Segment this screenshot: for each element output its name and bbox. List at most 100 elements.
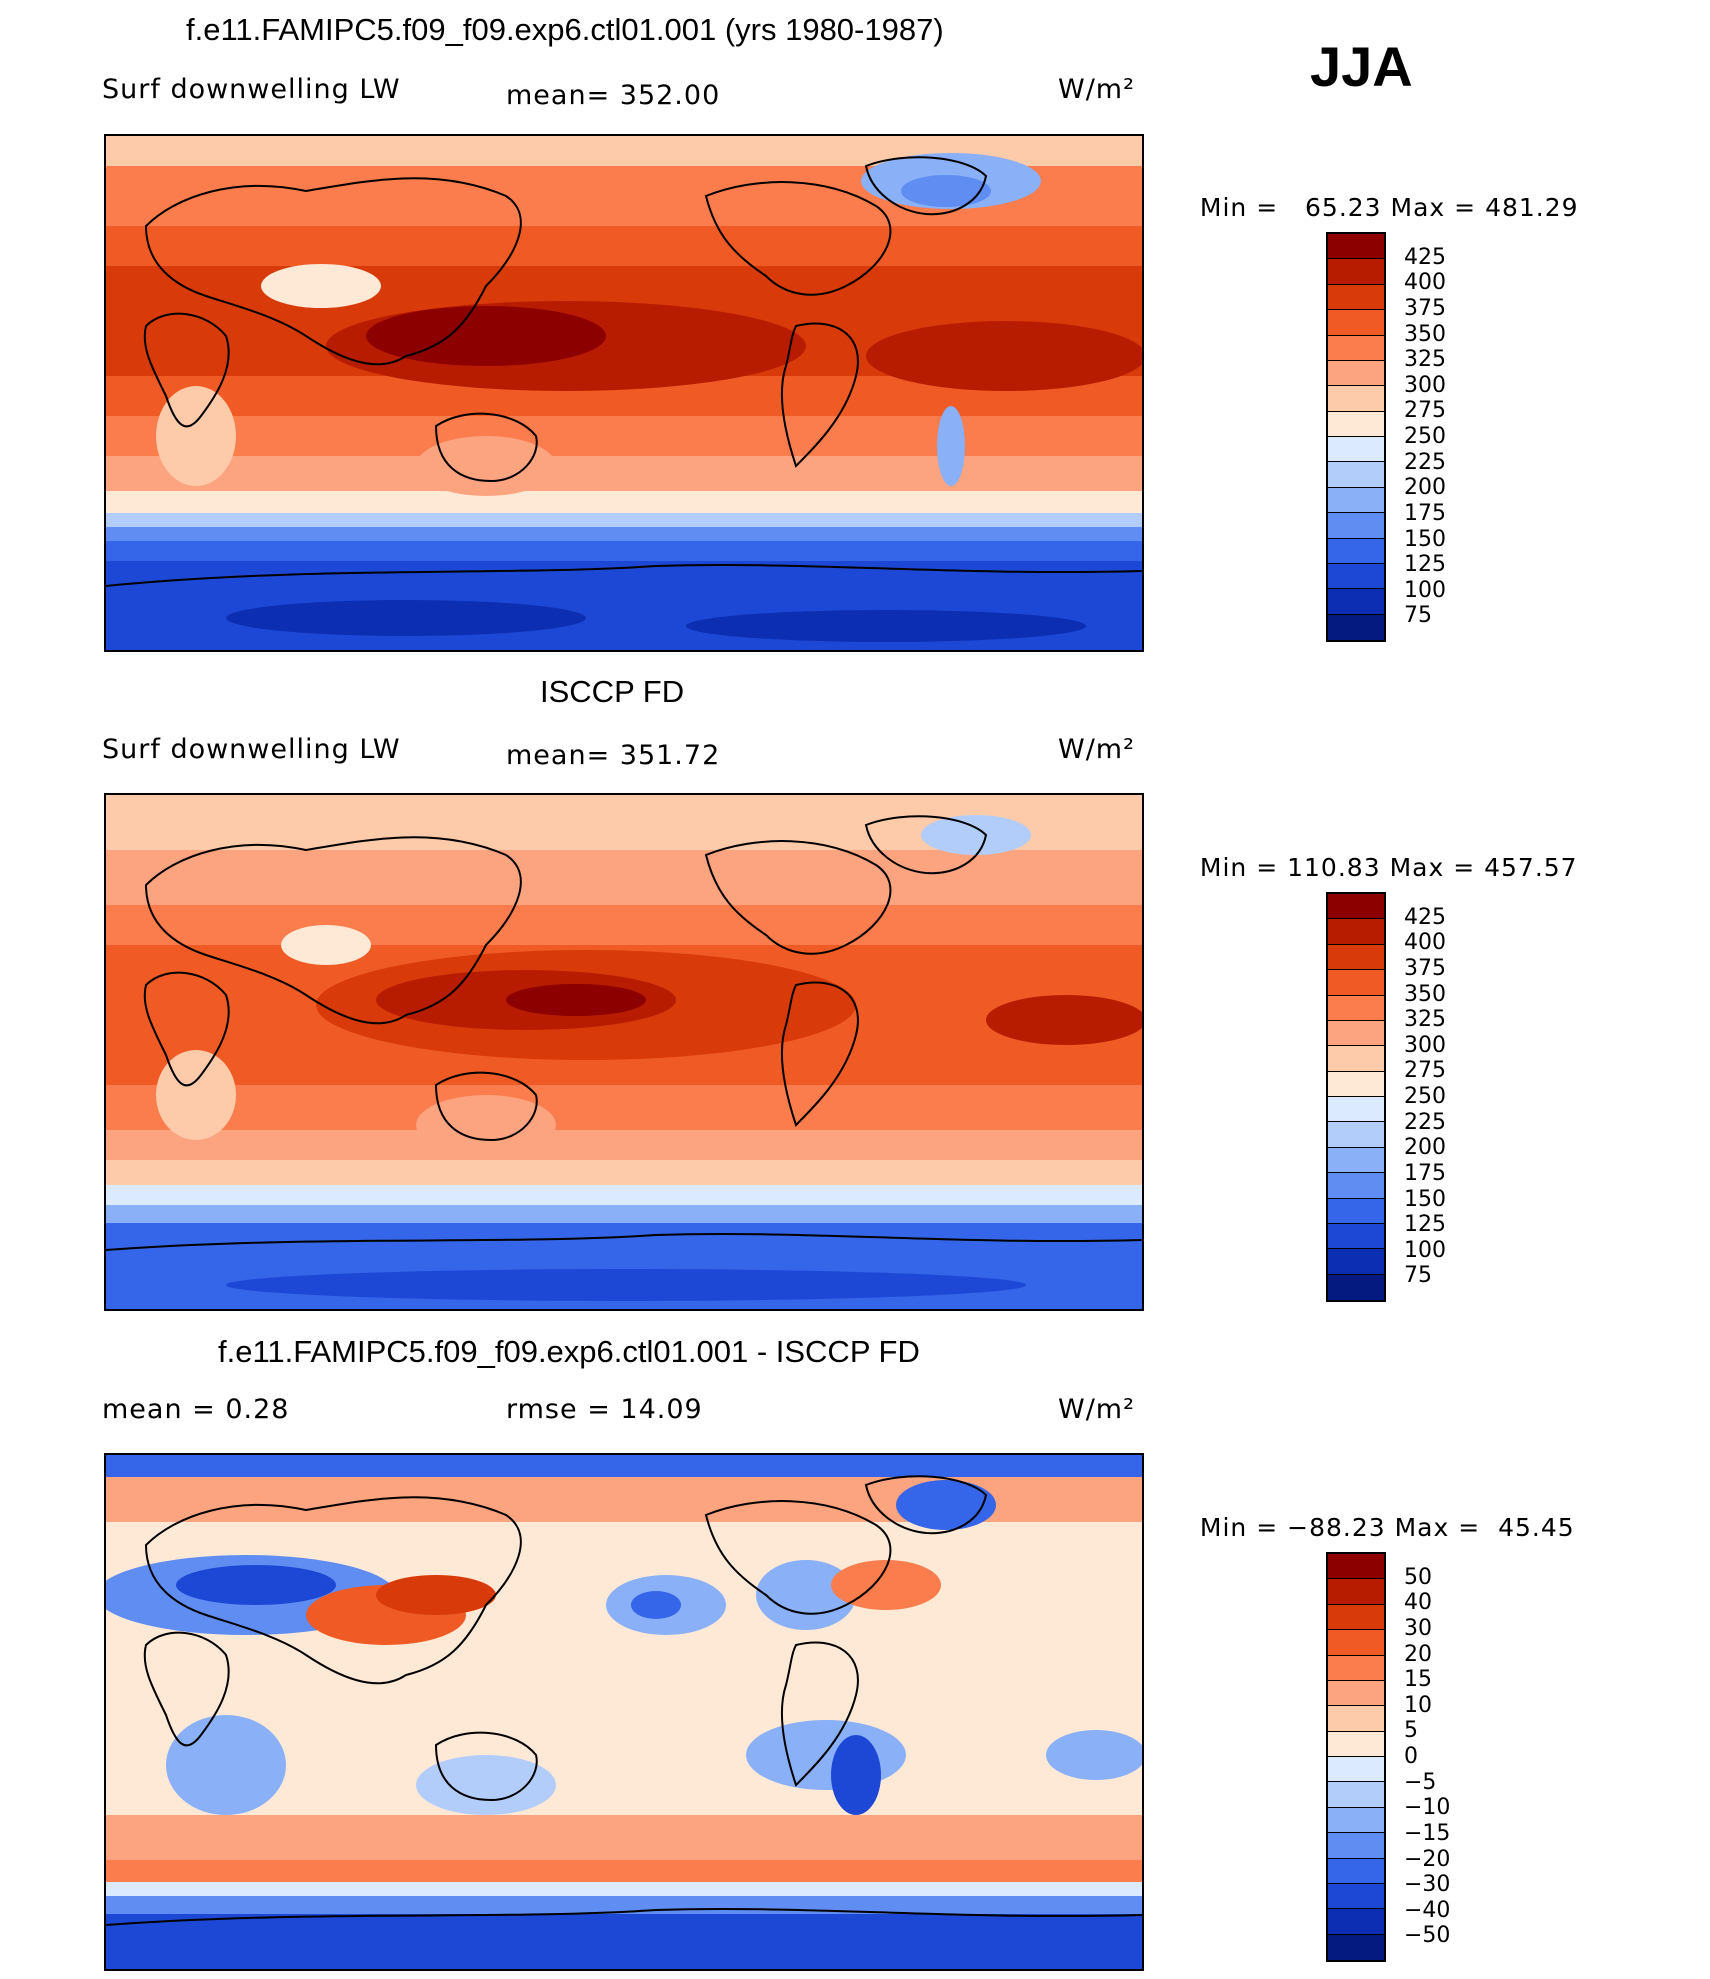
colorbar-tick-label: −50 [1404, 1923, 1451, 1949]
colorbar-swatch [1328, 234, 1384, 260]
panel3-max-label: Max = [1394, 1513, 1481, 1542]
colorbar-swatch [1328, 1833, 1384, 1859]
panel2-min-label: Min = [1199, 853, 1279, 882]
panel3-min-label: Min = [1199, 1513, 1279, 1542]
colorbar-tick-label: 425 [1404, 904, 1446, 930]
colorbar-swatch [1328, 1858, 1384, 1884]
colorbar-swatch [1328, 1071, 1384, 1097]
colorbar-swatch [1328, 1147, 1384, 1174]
panel3-min-value: −88.23 [1287, 1513, 1386, 1542]
colorbar-tick-label: −40 [1404, 1897, 1451, 1923]
colorbar-swatch [1328, 1630, 1384, 1656]
colorbar-swatch [1328, 1122, 1384, 1148]
colorbar-swatch [1328, 919, 1384, 945]
colorbar-swatch [1328, 487, 1384, 514]
colorbar-swatch [1328, 1782, 1384, 1808]
colorbar-swatch [1328, 970, 1384, 996]
panel1-max-label: Max = [1390, 193, 1477, 222]
panel1-min-value: 65.23 [1305, 193, 1382, 222]
colorbar-tick-label: 400 [1404, 270, 1446, 296]
colorbar-tick-label: 20 [1404, 1641, 1432, 1667]
colorbar-swatch [1328, 589, 1384, 615]
colorbar-tick-label: −10 [1404, 1795, 1451, 1821]
colorbar-tick-label: −15 [1404, 1820, 1451, 1846]
panel1-units: W/m² [1058, 74, 1135, 105]
panel1-min-label: Min = [1199, 193, 1279, 222]
colorbar-swatch [1328, 1604, 1384, 1631]
colorbar-tick-label: 10 [1404, 1692, 1432, 1718]
colorbar-tick-label: 200 [1404, 1135, 1446, 1161]
panel1-variable-label: Surf downwelling LW [102, 74, 401, 105]
colorbar-swatch [1328, 1198, 1384, 1224]
colorbar-tick-label: 150 [1404, 526, 1446, 552]
colorbar-tick-label: 350 [1404, 981, 1446, 1007]
colorbar-tick-label: 200 [1404, 475, 1446, 501]
panel3-colorbar [1326, 1552, 1386, 1962]
colorbar-swatch [1328, 1223, 1384, 1250]
colorbar-swatch [1328, 1554, 1384, 1580]
panel2-minmax: Min = 110.83 Max = 457.57 [1182, 824, 1578, 882]
colorbar-tick-label: 250 [1404, 424, 1446, 449]
colorbar-swatch [1328, 1097, 1384, 1123]
colorbar-tick-label: 15 [1404, 1667, 1432, 1693]
panel3-title: f.e11.FAMIPC5.f09_f09.exp6.ctl01.001 - I… [218, 1334, 920, 1369]
panel1-colorbar [1326, 232, 1386, 642]
colorbar-swatch [1328, 284, 1384, 311]
colorbar-swatch [1328, 1249, 1384, 1275]
colorbar-tick-label: 350 [1404, 321, 1446, 347]
colorbar-tick-label: 5 [1404, 1718, 1418, 1744]
colorbar-tick-label: 375 [1404, 955, 1446, 981]
colorbar-tick-label: −30 [1404, 1872, 1451, 1898]
colorbar-swatch [1328, 1680, 1384, 1707]
colorbar-swatch [1328, 1274, 1384, 1300]
colorbar-swatch [1328, 1706, 1384, 1732]
colorbar-tick-label: 50 [1404, 1564, 1432, 1590]
panel2-variable-label: Surf downwelling LW [102, 734, 401, 765]
colorbar-swatch [1328, 1909, 1384, 1935]
colorbar-tick-label: 250 [1404, 1084, 1446, 1109]
colorbar-swatch [1328, 360, 1384, 387]
panel2-min-value: 110.83 [1287, 853, 1381, 882]
colorbar-tick-label: 425 [1404, 244, 1446, 270]
colorbar-tick-label: 275 [1404, 398, 1446, 424]
colorbar-swatch [1328, 1655, 1384, 1681]
panel3-max-value: 45.45 [1498, 1513, 1575, 1542]
colorbar-tick-label: −20 [1404, 1846, 1451, 1872]
colorbar-tick-label: 175 [1404, 500, 1446, 526]
colorbar-swatch [1328, 1883, 1384, 1910]
colorbar-swatch [1328, 614, 1384, 640]
panel1-map [104, 134, 1144, 652]
colorbar-swatch [1328, 386, 1384, 412]
panel3-units: W/m² [1058, 1394, 1135, 1425]
colorbar-swatch [1328, 1579, 1384, 1605]
panel1-minmax: Min = 65.23 Max = 481.29 [1182, 164, 1579, 222]
panel1-title: f.e11.FAMIPC5.f09_f09.exp6.ctl01.001 (yr… [186, 12, 944, 47]
panel2-title: ISCCP FD [540, 674, 685, 709]
panel2-mean-label: mean= 351.72 [506, 740, 721, 771]
panel3-map [104, 1453, 1144, 1971]
colorbar-tick-label: 100 [1404, 1237, 1446, 1263]
colorbar-tick-label: 400 [1404, 930, 1446, 956]
colorbar-tick-label: 375 [1404, 295, 1446, 321]
colorbar-tick-label: 30 [1404, 1615, 1432, 1641]
panel1-max-value: 481.29 [1485, 193, 1579, 222]
colorbar-tick-label: 300 [1404, 1032, 1446, 1058]
panel2-units: W/m² [1058, 734, 1135, 765]
colorbar-swatch [1328, 335, 1384, 361]
panel2-map [104, 793, 1144, 1311]
colorbar-swatch [1328, 1020, 1384, 1047]
panel2-max-label: Max = [1389, 853, 1476, 882]
colorbar-tick-label: 225 [1404, 1109, 1446, 1135]
colorbar-tick-label: 225 [1404, 449, 1446, 475]
colorbar-swatch [1328, 995, 1384, 1021]
colorbar-tick-label: 0 [1404, 1744, 1418, 1769]
colorbar-tick-label: 275 [1404, 1058, 1446, 1084]
colorbar-swatch [1328, 1807, 1384, 1834]
colorbar-tick-label: 125 [1404, 552, 1446, 578]
colorbar-swatch [1328, 1046, 1384, 1072]
colorbar-swatch [1328, 563, 1384, 590]
colorbar-tick-label: 40 [1404, 1590, 1432, 1616]
colorbar-swatch [1328, 1934, 1384, 1960]
panel3-minmax: Min = −88.23 Max = 45.45 [1182, 1484, 1575, 1542]
colorbar-swatch [1328, 1757, 1384, 1783]
